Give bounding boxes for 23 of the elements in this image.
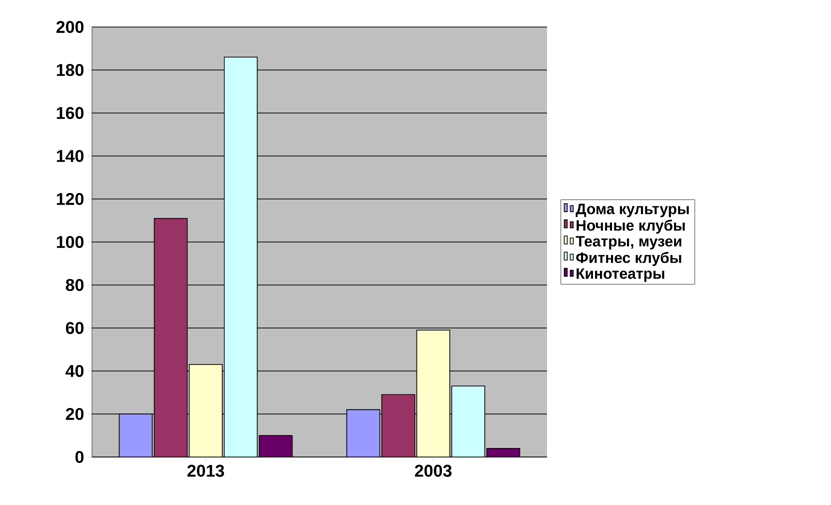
bar bbox=[451, 386, 486, 457]
legend-label: Театры, музеи bbox=[576, 236, 682, 250]
y-tick-label: 40 bbox=[66, 364, 84, 378]
bar bbox=[258, 435, 293, 457]
legend-label: Дома культуры bbox=[576, 204, 689, 218]
y-tick-label: 60 bbox=[66, 322, 84, 334]
legend-label: Кинотеатры bbox=[576, 268, 664, 282]
legend-label: Фитнес клубы bbox=[576, 252, 682, 266]
y-tick-label: 140 bbox=[56, 150, 84, 162]
y-tick-label: 0 bbox=[75, 450, 84, 464]
y-tick-label: 100 bbox=[56, 236, 84, 248]
x-tick-label: 2013 bbox=[187, 464, 224, 477]
bar bbox=[118, 414, 153, 457]
y-tick-label: 160 bbox=[56, 106, 84, 120]
x-tick-label: 2003 bbox=[414, 464, 452, 477]
y-tick-label: 120 bbox=[56, 192, 84, 206]
y-tick-label: 180 bbox=[56, 64, 84, 76]
y-tick-label: 200 bbox=[56, 20, 84, 34]
bar bbox=[224, 56, 258, 457]
bar bbox=[346, 409, 380, 457]
y-tick-label: 20 bbox=[66, 408, 84, 420]
legend-label: Ночные клубы bbox=[576, 220, 685, 234]
y-tick-label: 80 bbox=[66, 278, 84, 292]
